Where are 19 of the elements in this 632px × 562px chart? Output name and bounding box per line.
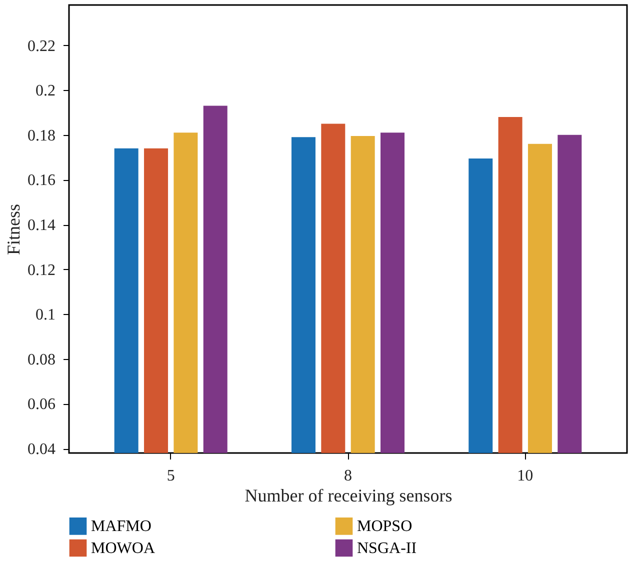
y-axis-title: Fitness	[4, 204, 24, 256]
y-tick-label: 0.2	[36, 82, 56, 100]
x-tick-label: 10	[517, 468, 534, 484]
x-tick-label: 5	[166, 468, 175, 484]
legend-label: MOPSO	[357, 518, 412, 536]
y-tick-label: 0.1	[36, 306, 56, 324]
y-tick-label: 0.12	[28, 262, 56, 279]
legend-label: NSGA-II	[357, 540, 417, 557]
y-tick-label: 0.14	[28, 217, 56, 234]
y-tick-label: 0.08	[28, 351, 56, 368]
x-tick-label: 8	[344, 468, 352, 484]
legend-label: MAFMO	[91, 518, 152, 536]
y-tick-label: 0.16	[28, 172, 56, 190]
y-tick-label: 0.04	[28, 441, 56, 458]
x-axis-title: Number of receiving sensors	[244, 486, 452, 506]
legend-label: MOWOA	[91, 540, 156, 557]
y-tick-label: 0.06	[28, 396, 56, 414]
y-tick-label: 0.18	[28, 127, 56, 144]
y-tick-label: 0.22	[28, 38, 56, 55]
